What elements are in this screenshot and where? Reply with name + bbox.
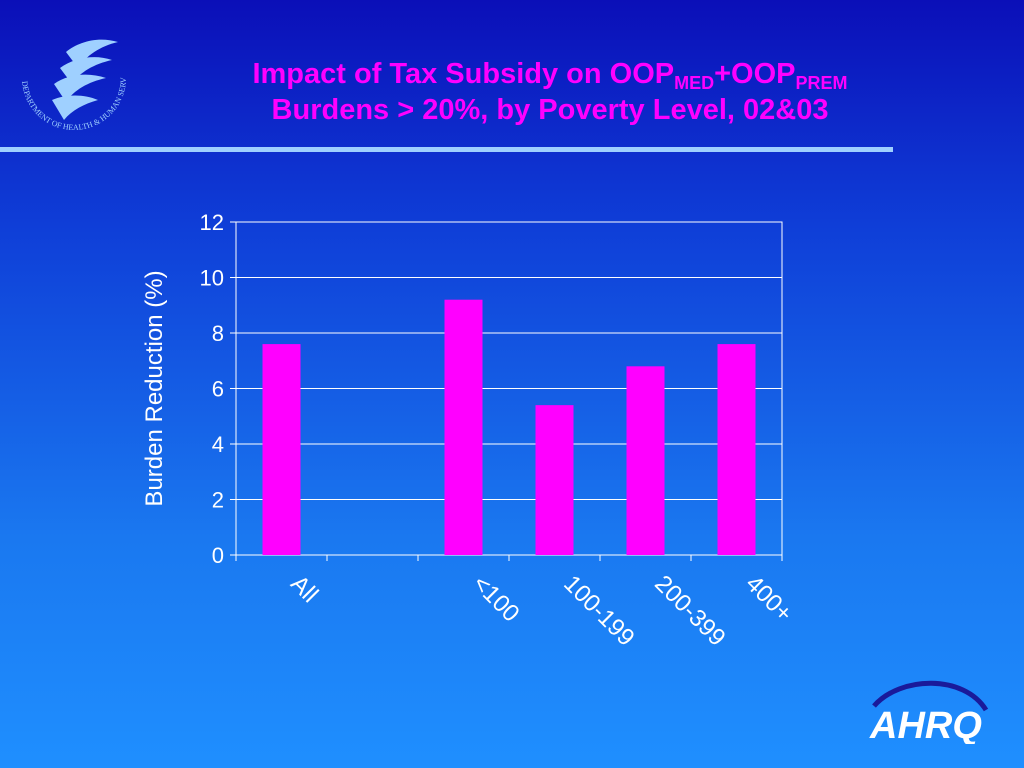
ahrq-logo: AHRQ	[869, 680, 989, 744]
title-text-oop-med: Impact of Tax Subsidy on OOP	[252, 58, 675, 90]
y-tick-label: 6	[212, 377, 224, 402]
bar	[262, 344, 301, 555]
title-text-oop-prem: +OOP	[714, 58, 796, 90]
slide-title: Impact of Tax Subsidy on OOPMED+OOPPREM …	[150, 56, 950, 128]
bar	[626, 366, 665, 555]
x-tick-label: 100-199	[558, 570, 639, 651]
x-tick-label: 400+	[740, 570, 797, 627]
hhs-logo: DEPARTMENT OF HEALTH & HUMAN SERVICES · …	[8, 12, 128, 132]
y-tick-label: 8	[212, 321, 224, 346]
title-line-1: Impact of Tax Subsidy on OOPMED+OOPPREM	[150, 56, 950, 92]
y-axis-label: Burden Reduction (%)	[141, 270, 168, 506]
x-tick-label: All	[285, 570, 323, 608]
title-subscript-med: MED	[674, 73, 715, 93]
x-tick-label: <100	[467, 570, 524, 627]
y-tick-label: 2	[212, 488, 224, 513]
title-line-2: Burdens > 20%, by Poverty Level, 02&03	[271, 94, 829, 126]
y-tick-label: 10	[200, 266, 224, 291]
title-divider	[0, 147, 893, 152]
bar	[717, 344, 756, 555]
y-tick-label: 0	[212, 543, 224, 568]
title-subscript-prem: PREM	[795, 73, 848, 93]
bar	[535, 405, 574, 555]
y-tick-label: 12	[200, 210, 224, 235]
y-tick-label: 4	[212, 432, 224, 457]
ahrq-logo-text: AHRQ	[869, 705, 982, 744]
x-tick-label: 200-399	[649, 570, 730, 651]
bar	[444, 299, 483, 555]
